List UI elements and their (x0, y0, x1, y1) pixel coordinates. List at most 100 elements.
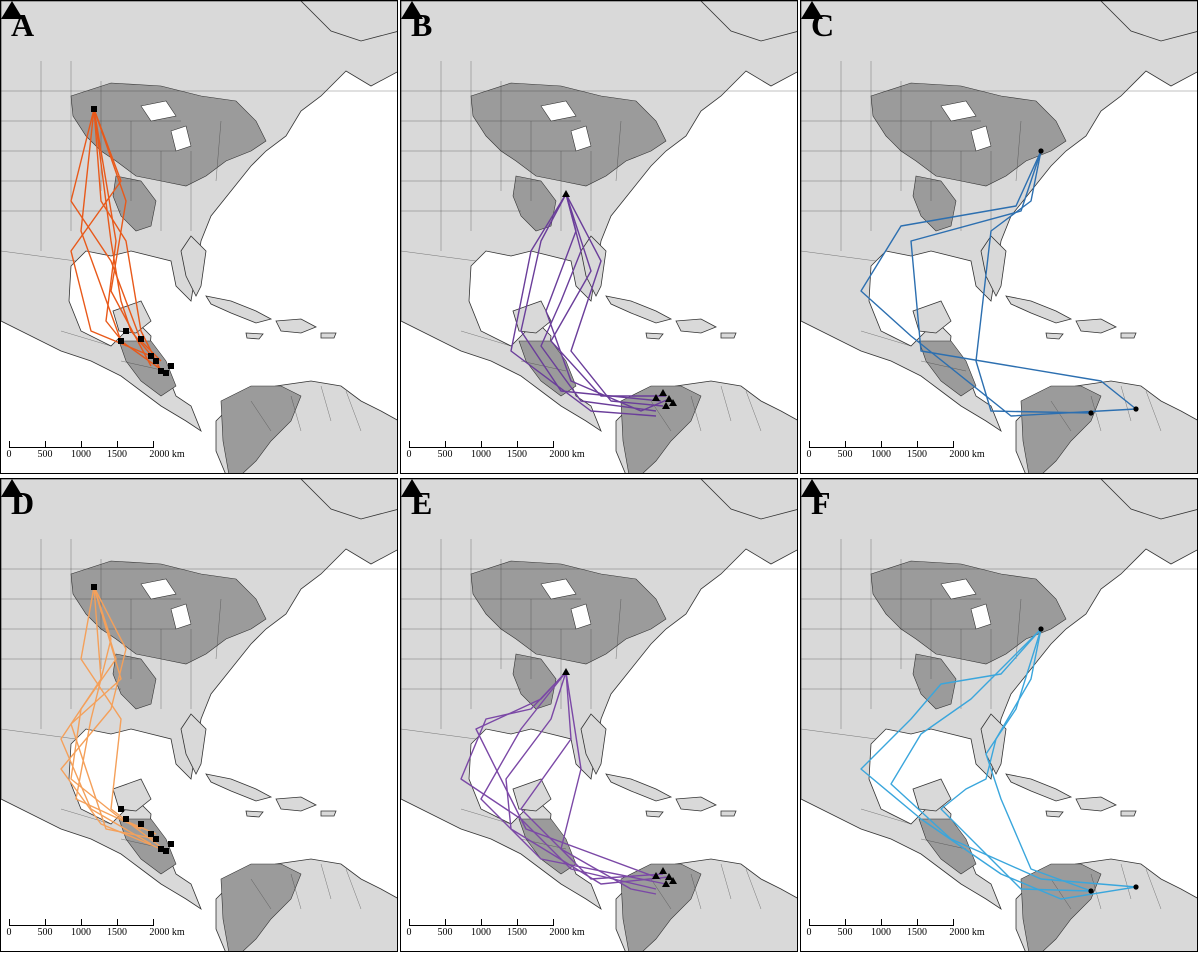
site-markers (1038, 626, 1139, 894)
basemap (1, 479, 397, 951)
migration-route-line (975, 150, 1092, 414)
yucatan-peninsula (512, 778, 552, 812)
scale-line (809, 441, 954, 448)
florida-peninsula (580, 713, 607, 775)
migration-route-line (890, 628, 1137, 888)
political-border (60, 330, 112, 347)
basemap (401, 479, 797, 951)
scale-tick-label: 1500 (907, 449, 927, 460)
north-arrow-triangle-icon (1, 479, 23, 497)
site-marker-square (168, 363, 174, 369)
map-canvas (1, 479, 397, 951)
scale-bar: 0 500 1000 1500 2000 km (806, 441, 999, 465)
basemap (401, 1, 797, 473)
political-border (615, 120, 622, 182)
puerto-rico-island (320, 810, 337, 817)
scale-bar: 0 500 1000 1500 2000 km (807, 919, 999, 943)
site-markers (562, 190, 677, 409)
map-canvas (801, 479, 1197, 951)
migration-route-line (505, 671, 670, 885)
great-lakes (970, 125, 992, 152)
migration-route-line (860, 628, 1137, 900)
migration-routes (510, 193, 670, 417)
species-range-area (1020, 863, 1102, 951)
species-range-area (220, 863, 302, 951)
yucatan-peninsula (912, 300, 952, 334)
scale-tick-label: 500 (837, 927, 853, 938)
greenland-land (700, 1, 797, 42)
site-marker-square (158, 846, 164, 852)
site-marker-triangle (669, 399, 677, 406)
puerto-rico-island (720, 332, 737, 339)
migration-route-line (520, 671, 664, 880)
political-border (690, 395, 702, 432)
migration-route-line (910, 150, 1137, 410)
migration-route-line (70, 586, 157, 840)
site-marker-triangle (652, 394, 660, 401)
florida-peninsula (980, 235, 1007, 297)
migration-route-line (460, 671, 657, 890)
migration-route-line (93, 108, 152, 367)
political-border (615, 598, 622, 660)
migration-route-line (940, 628, 1092, 892)
migration-route-line (75, 586, 142, 830)
species-range-area (112, 653, 157, 710)
map-panel-c: C 0 500 1000 1500 2000 km (800, 0, 1198, 474)
migration-route-line (565, 193, 664, 407)
site-marker-square (148, 353, 154, 359)
cuba-island (1005, 295, 1073, 324)
political-border (920, 838, 967, 850)
scale-tick-label: 0 (406, 449, 412, 460)
jamaica-island (245, 810, 264, 818)
migration-route-line (93, 108, 127, 347)
site-marker-triangle (659, 389, 667, 396)
species-range-area (220, 385, 302, 473)
great-lakes (140, 578, 177, 600)
species-range-area (512, 175, 557, 232)
political-border (1090, 395, 1102, 432)
political-border (250, 878, 272, 910)
scale-line (9, 441, 154, 448)
scale-tick-label: 0 (6, 927, 12, 938)
migration-route-line (520, 193, 662, 402)
site-marker-triangle (652, 872, 660, 879)
scale-tick-label: 2000 km (949, 449, 985, 460)
scale-tick-label: 1500 (107, 449, 127, 460)
greenland-land (1100, 479, 1197, 520)
scale-tick-label: 500 (437, 927, 453, 938)
scale-tick-label: 0 (806, 449, 812, 460)
site-markers (91, 106, 174, 376)
political-border (650, 878, 672, 910)
political-border (60, 808, 112, 825)
hispaniola-island (275, 796, 317, 812)
florida-peninsula (180, 713, 207, 775)
migration-routes (70, 108, 167, 374)
hispaniola-island (275, 318, 317, 334)
site-marker-square (138, 821, 144, 827)
greenland-land (300, 479, 397, 520)
political-border (860, 330, 912, 347)
site-marker-square (148, 831, 154, 837)
cuba-island (205, 773, 273, 802)
basemap (1, 1, 397, 473)
great-lakes (940, 578, 977, 600)
political-border (720, 863, 732, 900)
site-marker-triangle (662, 402, 670, 409)
political-border (801, 728, 877, 740)
site-marker-square (153, 358, 159, 364)
political-border (1145, 868, 1162, 910)
site-marker-square (153, 836, 159, 842)
cuba-island (205, 295, 273, 324)
jamaica-island (1045, 810, 1064, 818)
political-border (320, 863, 332, 900)
yucatan-peninsula (112, 778, 152, 812)
migration-routes (860, 628, 1137, 900)
political-border (215, 598, 222, 660)
species-range-area (870, 560, 1067, 665)
site-marker-circle (1133, 406, 1139, 412)
site-markers (562, 668, 677, 887)
map-panel-d: D 0 500 1000 1500 2000 km (0, 478, 398, 952)
migration-route-line (60, 586, 152, 845)
site-marker-triangle (562, 668, 570, 675)
scale-tick-label: 1000 (871, 927, 891, 938)
